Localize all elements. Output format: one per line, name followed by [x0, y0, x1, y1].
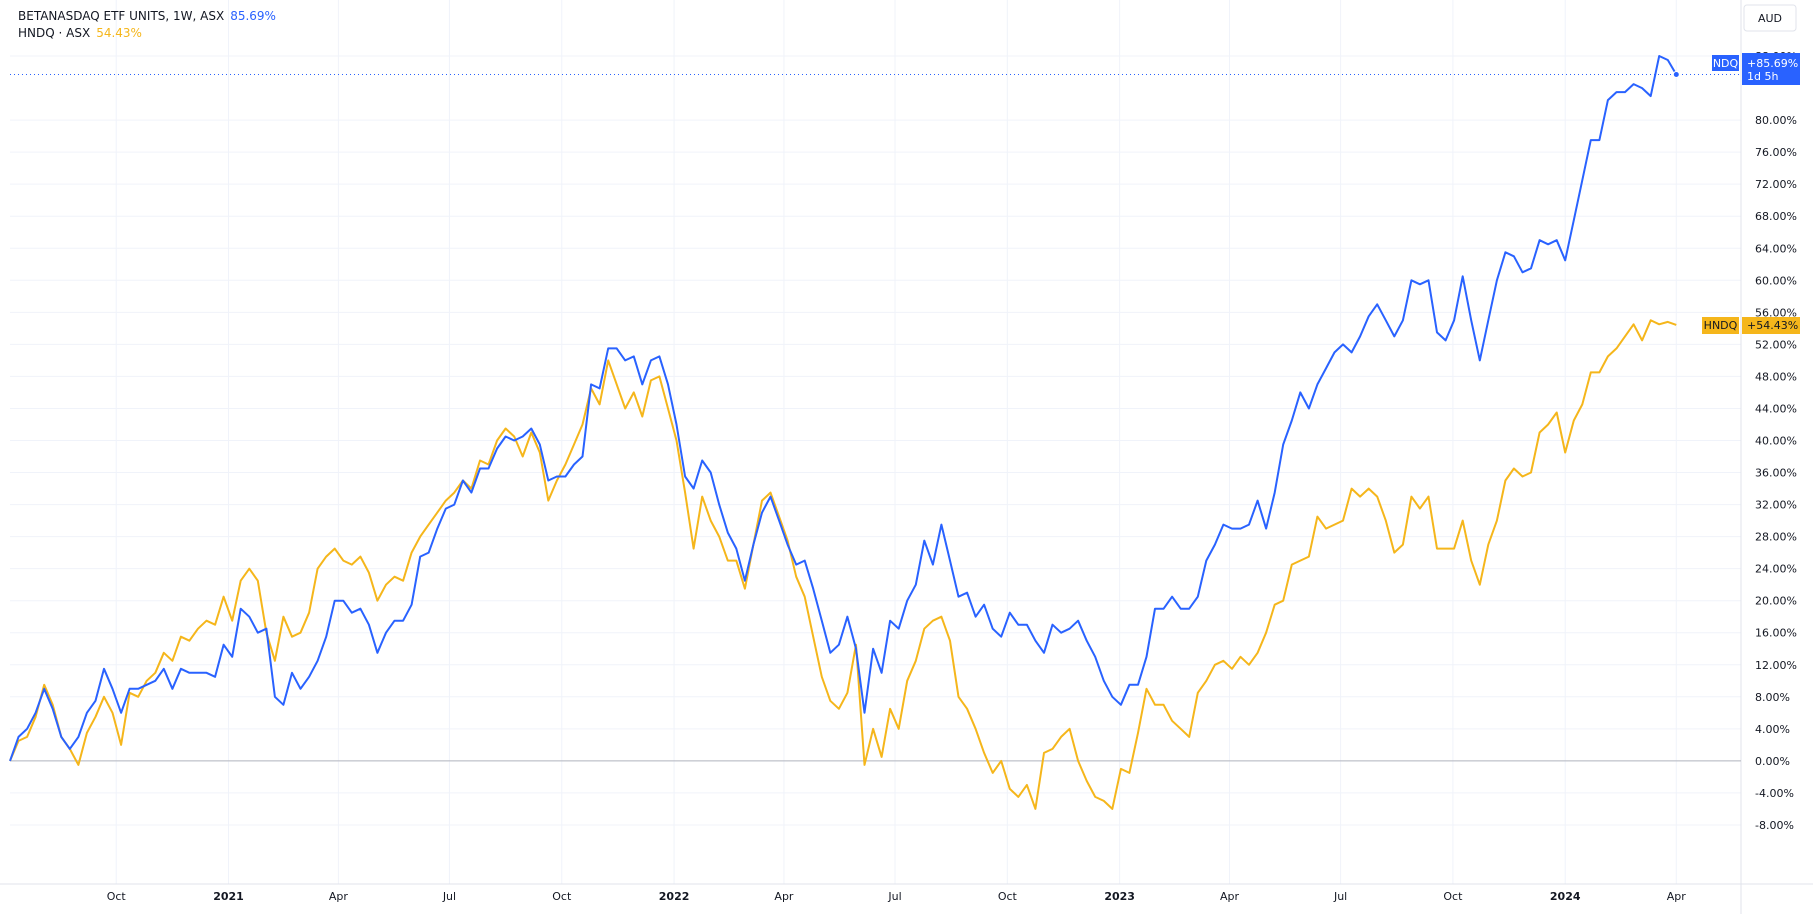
ndq-value-text: +85.69% — [1747, 57, 1798, 70]
currency-button-frame[interactable] — [1743, 4, 1797, 32]
y-tick-label: 4.00% — [1755, 723, 1790, 736]
x-tick-label: 2021 — [213, 890, 244, 903]
hndq-value-tag — [1742, 317, 1800, 334]
y-tick-label: 48.00% — [1755, 370, 1797, 383]
y-tick-label: 44.00% — [1755, 402, 1797, 415]
y-axis-ticks: 88.00%80.00%76.00%72.00%68.00%64.00%60.0… — [1755, 50, 1797, 832]
series-line-hndq[interactable] — [9, 319, 1677, 810]
y-tick-label: 40.00% — [1755, 434, 1797, 447]
y-tick-label: 32.00% — [1755, 499, 1797, 512]
legend-primary-value: 85.69% — [230, 9, 276, 23]
x-tick-label: Apr — [1667, 890, 1687, 903]
y-tick-label: -4.00% — [1755, 787, 1794, 800]
x-tick-label: 2024 — [1550, 890, 1581, 903]
x-tick-label: Oct — [107, 890, 127, 903]
y-tick-label: 16.00% — [1755, 627, 1797, 640]
hndq-symbol-badge — [1702, 317, 1739, 334]
y-tick-label: 12.00% — [1755, 659, 1797, 672]
y-tick-label: 68.00% — [1755, 210, 1797, 223]
x-tick-label: Jul — [442, 890, 456, 903]
y-tick-label: 36.00% — [1755, 467, 1797, 480]
grid — [10, 0, 1741, 884]
x-tick-label: Oct — [552, 890, 572, 903]
x-axis-ticks: Oct 2021 Apr Jul Oct 2022 Apr Jul Oct 2023 Apr Jul O… — [107, 890, 1687, 903]
series-line-ndq[interactable] — [9, 55, 1678, 762]
legend-compare-value: 54.43% — [96, 26, 142, 40]
y-tick-label: 64.00% — [1755, 242, 1797, 255]
legend: BETANASDAQ ETF UNITS, 1W, ASX 85.69% HNDQ… — [18, 8, 276, 42]
legend-row-compare[interactable]: HNDQ · ASX 54.43% — [18, 25, 276, 42]
legend-primary-name: BETANASDAQ ETF UNITS, 1W, ASX — [18, 9, 225, 23]
series-layer — [9, 55, 1680, 810]
legend-compare-name: HNDQ · ASX — [18, 26, 91, 40]
currency-button[interactable]: AUD — [1743, 4, 1797, 32]
x-tick-label: Apr — [1220, 890, 1240, 903]
y-tick-label: 0.00% — [1755, 755, 1790, 768]
x-tick-label: Jul — [1333, 890, 1347, 903]
x-tick-label: Oct — [1443, 890, 1463, 903]
y-tick-label: 76.00% — [1755, 146, 1797, 159]
y-tick-label: 60.00% — [1755, 274, 1797, 287]
currency-button-label[interactable]: AUD — [1758, 12, 1782, 25]
x-tick-label: Oct — [998, 890, 1018, 903]
ndq-value-tag — [1742, 53, 1800, 85]
hndq-value-text: +54.43% — [1747, 319, 1798, 332]
y-tick-label: 80.00% — [1755, 114, 1797, 127]
x-tick-label: Apr — [329, 890, 349, 903]
x-tick-label: Apr — [774, 890, 794, 903]
y-tick-label: 56.00% — [1755, 306, 1797, 319]
ndq-price-tag: NDQ +85.69% 1d 5h — [1712, 53, 1800, 85]
y-tick-label: 72.00% — [1755, 178, 1797, 191]
ndq-last-point — [1672, 71, 1680, 79]
y-tick-label: 20.00% — [1755, 595, 1797, 608]
legend-row-primary[interactable]: BETANASDAQ ETF UNITS, 1W, ASX 85.69% — [18, 8, 276, 25]
hndq-symbol-text: HNDQ — [1704, 319, 1738, 332]
y-tick-label: 8.00% — [1755, 691, 1790, 704]
ndq-symbol-text: NDQ — [1713, 57, 1739, 70]
y-tick-label: -8.00% — [1755, 819, 1794, 832]
x-tick-label: 2022 — [659, 890, 690, 903]
y-tick-label: 24.00% — [1755, 563, 1797, 576]
ndq-countdown-text: 1d 5h — [1747, 70, 1778, 83]
x-tick-label: Jul — [887, 890, 901, 903]
y-tick-label: 52.00% — [1755, 338, 1797, 351]
hndq-price-tag: HNDQ +54.43% — [1702, 317, 1800, 334]
ndq-symbol-badge — [1712, 55, 1739, 71]
x-tick-label: 2023 — [1104, 890, 1135, 903]
y-tick-label: 28.00% — [1755, 531, 1797, 544]
